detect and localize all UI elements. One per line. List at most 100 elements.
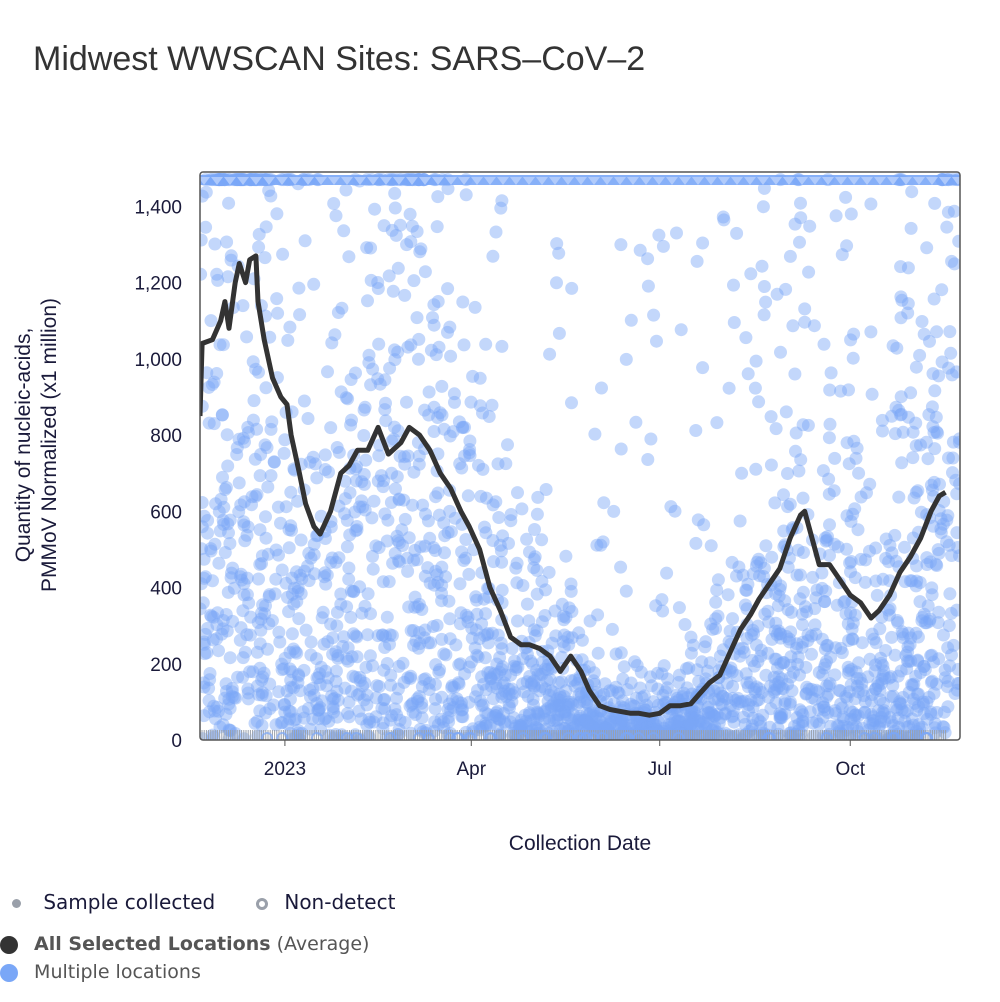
scatter-point <box>836 710 850 724</box>
scatter-point <box>398 450 411 464</box>
scatter-point <box>287 713 301 727</box>
scatter-point <box>350 460 364 474</box>
scatter-point <box>686 716 700 730</box>
scatter-point <box>781 560 795 574</box>
scatter-point <box>472 458 485 472</box>
scatter-point <box>835 701 849 715</box>
scatter-point <box>397 675 411 689</box>
scatter-point <box>221 270 235 284</box>
scatter-point <box>674 705 688 719</box>
scatter-point <box>493 712 507 726</box>
scatter-point <box>431 486 445 500</box>
scatter-point <box>840 436 854 450</box>
scatter-point <box>858 575 872 589</box>
scatter-point <box>655 667 669 681</box>
scatter-point <box>614 646 628 660</box>
scatter-point <box>637 689 651 703</box>
scatter-point <box>205 610 218 623</box>
scatter-point <box>649 599 663 613</box>
scatter-point <box>484 672 497 686</box>
scatter-point <box>715 698 729 712</box>
scatter-point <box>482 636 495 650</box>
scatter-point <box>733 514 747 528</box>
scatter-point <box>901 306 915 320</box>
scatter-point <box>524 654 538 668</box>
scatter-point <box>677 720 691 734</box>
scatter-point <box>716 210 730 224</box>
scatter-point <box>207 699 221 713</box>
scatter-point <box>775 711 788 725</box>
scatter-point <box>329 209 343 223</box>
scatter-point <box>232 476 246 490</box>
scatter-point <box>750 555 764 569</box>
scatter-point <box>854 552 868 566</box>
scatter-point <box>702 696 716 710</box>
scatter-point <box>769 587 783 601</box>
scatter-point <box>408 543 422 557</box>
scatter-point <box>683 709 697 723</box>
scatter-point <box>404 235 418 249</box>
scatter-point <box>894 697 908 711</box>
scatter-point <box>418 623 432 637</box>
scatter-point <box>355 606 369 620</box>
scatter-point <box>421 514 435 528</box>
scatter-point <box>910 703 924 717</box>
scatter-point <box>844 606 857 620</box>
scatter-point <box>614 560 628 574</box>
scatter-point <box>237 518 251 532</box>
scatter-point <box>489 225 503 239</box>
scatter-point <box>934 526 948 540</box>
scatter-point <box>759 295 773 309</box>
scatter-point <box>350 520 364 533</box>
scatter-point <box>427 425 441 438</box>
scatter-point <box>863 477 877 491</box>
scatter-point <box>431 575 445 589</box>
scatter-point <box>223 537 237 550</box>
scatter-point <box>361 587 375 601</box>
scatter-point <box>200 680 211 694</box>
scatter-point <box>369 539 383 553</box>
scatter-point <box>840 239 854 253</box>
scatter-point <box>950 683 960 697</box>
scatter-point <box>417 631 431 645</box>
scatter-point <box>633 716 647 730</box>
scatter-point <box>647 717 660 731</box>
scatter-point <box>429 658 443 672</box>
scatter-point <box>922 690 936 704</box>
scatter-point <box>366 562 380 576</box>
scatter-point <box>347 627 360 641</box>
scatter-point <box>752 693 766 707</box>
scatter-point <box>237 588 251 602</box>
scatter-point <box>376 722 390 735</box>
scatter-point <box>405 698 419 711</box>
scatter-point <box>494 544 508 558</box>
scatter-point <box>796 715 810 729</box>
scatter-point <box>210 700 224 714</box>
scatter-point <box>805 682 819 696</box>
scatter-point <box>522 706 536 720</box>
scatter-point <box>691 513 705 527</box>
scatter-point <box>585 710 599 724</box>
scatter-point <box>755 686 769 699</box>
scatter-point <box>709 622 723 635</box>
scatter-point <box>441 182 455 196</box>
scatter-point <box>911 484 925 498</box>
scatter-point <box>785 684 799 698</box>
scatter-point <box>773 709 787 723</box>
scatter-point <box>303 683 317 697</box>
scatter-point <box>490 668 504 682</box>
scatter-point <box>914 666 927 680</box>
scatter-point <box>360 241 374 255</box>
scatter-point <box>504 508 518 521</box>
scatter-point <box>791 543 805 557</box>
scatter-point <box>252 240 266 254</box>
scatter-point <box>306 712 320 726</box>
scatter-point <box>810 715 823 728</box>
scatter-point <box>441 282 455 296</box>
scatter-point <box>479 706 493 720</box>
scatter-point <box>847 713 861 727</box>
scatter-point <box>929 410 943 424</box>
scatter-point <box>345 650 359 664</box>
scatter-point <box>342 561 356 575</box>
scatter-point <box>544 684 558 698</box>
